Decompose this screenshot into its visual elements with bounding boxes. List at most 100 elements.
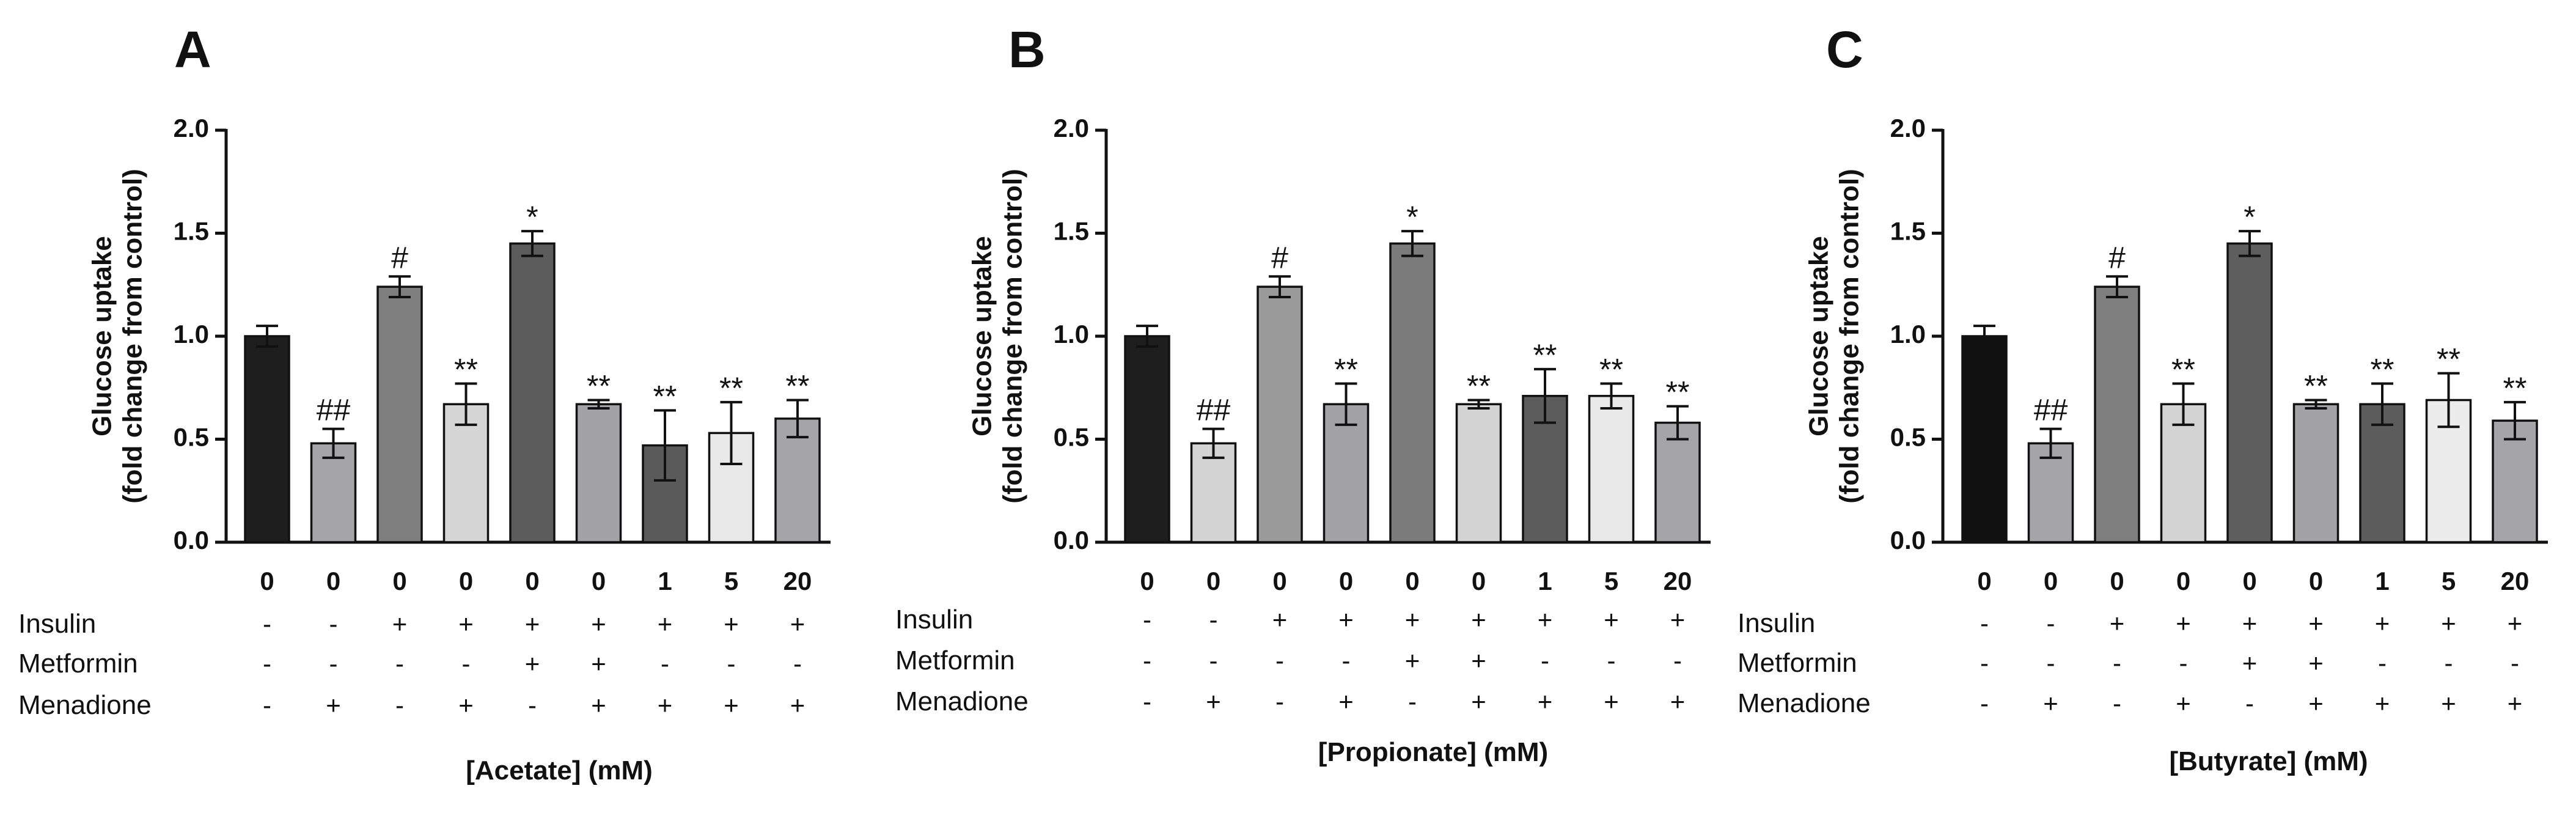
chart-panel-a: A Glucose uptake (fold change from control… [18,21,831,785]
insulin-sign: + [1272,605,1288,634]
insulin-sign: + [790,609,805,638]
insulin-sign: + [2242,609,2258,638]
insulin-sign: - [1143,605,1151,634]
metformin-sign: + [525,649,540,678]
metformin-sign: - [2113,649,2121,677]
significance-label: ** [2437,342,2460,377]
insulin-sign: + [2110,609,2125,638]
y-axis-label-line1: Glucose uptake [967,236,997,436]
row-label: Menadione [1738,688,1871,718]
bar [2492,419,2538,543]
insulin-sign: + [525,609,540,638]
metformin-sign: - [1673,646,1682,675]
menadione-sign: + [1670,687,1686,716]
significance-label: * [2244,200,2255,234]
y-axis-label-line1: Glucose uptake [87,236,117,436]
menadione-sign: - [395,691,404,719]
insulin-sign: + [2176,609,2191,638]
menadione-sign: + [2176,689,2191,718]
insulin-sign: + [1471,605,1486,634]
metformin-sign: + [2308,649,2324,677]
chart-panel-b: B Glucose uptake (fold change from control… [895,21,1711,767]
insulin-sign: + [1604,605,1619,634]
bar [1654,421,1701,543]
menadione-sign: - [528,691,537,719]
significance-label: ** [719,371,743,405]
y-tick-label: 1.0 [1890,320,1926,348]
panel-letter: A [174,21,211,78]
x-category-label: 0 [2309,567,2323,595]
metformin-sign: - [2511,649,2519,677]
x-category-label: 1 [658,567,672,595]
significance-label: ** [1599,353,1623,387]
menadione-sign: + [2441,689,2456,718]
metformin-sign: - [1275,646,1284,675]
metformin-sign: - [661,649,669,678]
y-tick-label: 2.0 [1054,114,1089,142]
metformin-sign: - [727,649,736,678]
y-axis-label-line2: (fold change from control) [118,169,148,504]
y-tick-label: 0.0 [174,526,209,554]
x-category-label: 0 [1140,567,1154,595]
y-tick-label: 0.5 [1054,423,1089,452]
bar [2359,403,2405,543]
menadione-sign: - [2245,689,2254,718]
significance-label: ** [2171,353,2195,387]
x-category-label: 5 [724,567,738,595]
y-axis-label-line2: (fold change from control) [998,169,1028,504]
x-category-label: 0 [2176,567,2190,595]
menadione-sign: + [1206,687,1221,716]
insulin-sign: + [1405,605,1420,634]
metformin-sign: + [591,649,606,678]
insulin-sign: + [458,609,474,638]
menadione-sign: + [1338,687,1354,716]
significance-label: * [526,200,538,234]
bar [2027,442,2074,543]
metformin-sign: - [2047,649,2055,677]
insulin-sign: + [2308,609,2324,638]
bar [1190,442,1237,543]
x-category-label: 0 [2110,567,2124,595]
menadione-sign: - [2113,689,2121,718]
bar [1389,242,1436,543]
y-tick-label: 0.0 [1054,526,1089,554]
insulin-sign: - [1209,605,1218,634]
x-category-label: 0 [592,567,606,595]
bar [1323,403,1370,543]
bar [1961,335,2008,543]
metformin-sign: - [1980,649,1989,677]
menadione-sign: + [724,691,739,719]
x-category-label: 0 [1272,567,1286,595]
menadione-sign: + [2508,689,2523,718]
metformin-sign: - [462,649,471,678]
insulin-sign: + [591,609,606,638]
bar [2292,403,2339,543]
metformin-sign: - [395,649,404,678]
menadione-sign: - [1980,689,1989,718]
insulin-sign: + [1338,605,1354,634]
significance-label: ** [454,353,478,387]
row-label: Insulin [18,609,96,639]
y-axis-label-line2: (fold change from control) [1835,169,1865,504]
x-category-label: 0 [392,567,406,595]
metformin-sign: + [1405,646,1420,675]
menadione-sign: + [1471,687,1486,716]
significance-label: ** [1334,353,1358,387]
insulin-sign: - [329,609,338,638]
bar [2226,242,2273,543]
significance-label: # [1271,240,1288,274]
insulin-sign: + [1538,605,1553,634]
chart-panel-c: C Glucose uptake (fold change from control… [1738,21,2548,776]
metformin-sign: - [2378,649,2387,677]
metformin-sign: - [263,649,271,678]
x-category-label: 1 [1538,567,1552,595]
x-axis-title: [Propionate] (mM) [1318,737,1548,767]
menadione-sign: + [790,691,805,719]
metformin-sign: - [2179,649,2188,677]
menadione-sign: + [326,691,341,719]
bar [1124,335,1170,543]
insulin-sign: + [2508,609,2523,638]
significance-label: ** [2304,369,2328,403]
metformin-sign: - [1209,646,1218,675]
y-tick-label: 1.5 [174,217,209,246]
